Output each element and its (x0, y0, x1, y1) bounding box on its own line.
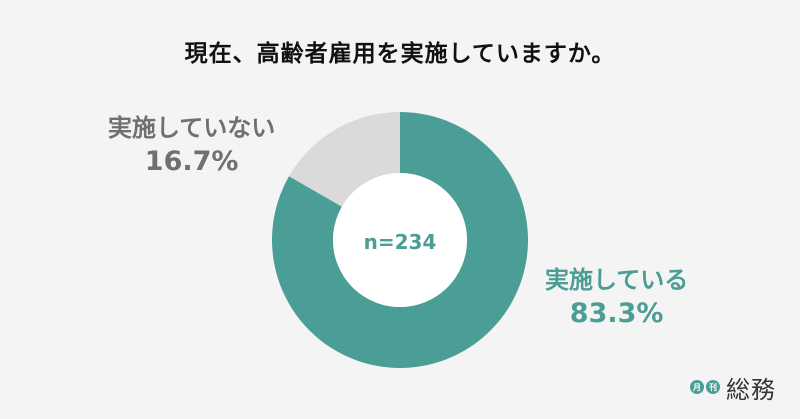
slice-implemented (272, 112, 528, 368)
slice-label-not-implemented: 実施していない 16.7% (108, 112, 275, 181)
donut-hole (333, 173, 467, 307)
donut-chart (272, 112, 528, 368)
category-label-not-implemented: 実施していない (108, 114, 276, 142)
value-label-implemented: 83.3% (569, 298, 664, 330)
logo-name: 総務 (726, 375, 776, 404)
value-label-not-implemented: 16.7% (144, 146, 239, 178)
chart-title: 現在、高齢者雇用を実施していますか。 (184, 41, 616, 67)
slice-label-implemented: 実施している 83.3% (545, 264, 688, 333)
logo-mark-month: 月 (690, 380, 704, 394)
brand-logo: 月 刊 総務 (690, 372, 776, 404)
slice-not-implemented (289, 112, 400, 207)
category-label-implemented: 実施している (545, 266, 689, 294)
sample-size-label: n=234 (363, 230, 437, 254)
logo-mark-issue: 刊 (706, 380, 720, 394)
